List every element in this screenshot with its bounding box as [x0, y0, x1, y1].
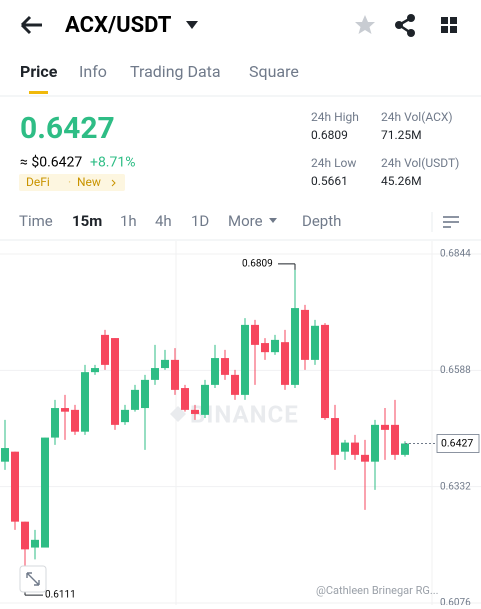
- interval[interactable]: 1h: [120, 212, 137, 230]
- candle-body: [51, 408, 59, 438]
- tag-badge[interactable]: [19, 174, 125, 191]
- tag-arrow: [111, 179, 116, 187]
- last-price-box: [436, 434, 480, 453]
- y-tick-label: 0.6844: [440, 249, 471, 260]
- stat-value: 0.6809: [311, 128, 348, 142]
- candle-body: [221, 358, 229, 375]
- candle-body: [111, 338, 119, 425]
- interval[interactable]: More: [228, 212, 263, 230]
- candle-body: [91, 368, 99, 373]
- candle-body: [331, 418, 339, 455]
- candle-body: [31, 539, 39, 548]
- favorite-star[interactable]: [355, 15, 375, 34]
- last-price-label: 0.6427: [441, 436, 473, 449]
- candle-body: [341, 442, 349, 452]
- candle-body: [401, 443, 409, 455]
- candle-body: [311, 325, 319, 360]
- candle-body: [121, 409, 129, 423]
- candle-body: [21, 521, 29, 550]
- stat-label: 24h High: [311, 110, 359, 124]
- zoom-icon: [26, 572, 40, 586]
- tag[interactable]: DeFi: [26, 175, 50, 189]
- candle-body: [281, 342, 289, 385]
- tab[interactable]: Price: [20, 62, 58, 81]
- candle-body: [351, 442, 359, 455]
- candle-body: [391, 424, 399, 455]
- tag-sep: ·: [68, 175, 71, 189]
- interval[interactable]: 15m: [72, 212, 102, 230]
- candle-body: [261, 343, 269, 353]
- last-price: 0.6427: [20, 111, 115, 146]
- tag[interactable]: New: [77, 175, 101, 189]
- candle-body: [301, 309, 309, 360]
- back-button[interactable]: [20, 15, 42, 35]
- y-tick-label: 0.6588: [440, 365, 471, 376]
- candle-body: [371, 424, 379, 462]
- candle-body: [61, 408, 69, 412]
- candle-body: [251, 324, 259, 345]
- pair-caret[interactable]: [186, 21, 198, 29]
- settings-icon[interactable]: [443, 216, 459, 228]
- pair-title[interactable]: ACX/USDT: [65, 13, 172, 38]
- candle-body: [171, 359, 179, 390]
- candle-body: [11, 451, 19, 522]
- candle-body: [161, 359, 169, 369]
- stat-value: 45.26M: [381, 174, 422, 188]
- candle-body: [271, 339, 279, 353]
- interval[interactable]: 4h: [155, 212, 172, 230]
- interval[interactable]: Depth: [302, 212, 341, 230]
- tab[interactable]: Info: [79, 62, 107, 81]
- candle-body: [81, 372, 89, 432]
- interval[interactable]: Time: [19, 212, 53, 230]
- grid-icon[interactable]: [441, 17, 457, 33]
- interval[interactable]: 1D: [191, 212, 209, 230]
- candle-body: [141, 379, 149, 409]
- share-icon[interactable]: [395, 14, 415, 37]
- stat-label: 24h Vol(USDT): [381, 156, 459, 170]
- y-tick-label: 0.6332: [440, 481, 471, 492]
- candle-body: [291, 308, 299, 385]
- candle-body: [151, 368, 159, 380]
- tab[interactable]: Trading Data: [130, 62, 221, 81]
- candle-body: [71, 409, 79, 432]
- candle-body: [361, 454, 369, 462]
- stat-label: 24h Vol(ACX): [381, 110, 453, 124]
- candle-body: [1, 448, 9, 462]
- candle-body: [321, 324, 329, 419]
- tab-indicator: [29, 91, 48, 94]
- credit: @Cathleen Brinegar RG...: [316, 584, 439, 597]
- more-caret: [269, 218, 277, 223]
- candle-body: [191, 409, 199, 414]
- candle-body: [381, 424, 389, 430]
- candle-body: [181, 388, 189, 410]
- candle-body: [231, 374, 239, 395]
- candle-body: [201, 384, 209, 415]
- price-change: +8.71%: [90, 155, 136, 171]
- high-label: 0.6809: [242, 259, 273, 270]
- stat-label: 24h Low: [311, 156, 356, 170]
- y-tick-label: 0.6076: [440, 598, 471, 605]
- fiat-price: ≈ $0.6427: [20, 154, 82, 171]
- low-label: 0.6111: [45, 590, 76, 601]
- candle-body: [131, 389, 139, 410]
- candle-body: [241, 324, 249, 395]
- candle-body: [211, 358, 219, 385]
- stat-value: 71.25M: [381, 128, 422, 142]
- stat-value: 0.5661: [311, 174, 348, 188]
- candle-body: [41, 437, 49, 548]
- candle-body: [101, 334, 109, 365]
- watermark-logo: [170, 406, 186, 422]
- tab[interactable]: Square: [249, 62, 299, 81]
